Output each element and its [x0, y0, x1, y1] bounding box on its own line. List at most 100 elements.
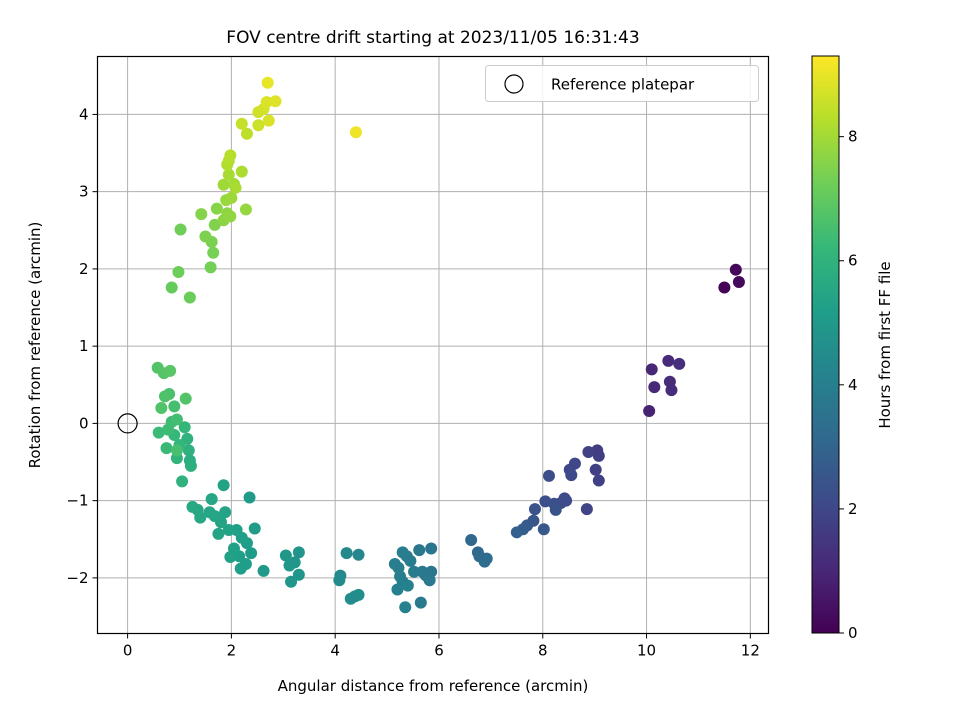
data-point	[510, 526, 523, 539]
data-point	[164, 364, 177, 377]
data-point	[170, 444, 183, 457]
data-point	[537, 523, 550, 536]
data-point	[203, 506, 216, 519]
data-point	[425, 542, 438, 555]
x-axis-label: Angular distance from reference (arcmin)	[278, 677, 589, 695]
data-point	[732, 276, 745, 289]
data-point	[399, 601, 412, 614]
data-point	[217, 479, 230, 492]
data-point	[252, 119, 265, 132]
y-axis-ticks: −2 −1 0 1 2 3 4	[66, 105, 98, 587]
legend-entry-reference: Reference platepar	[551, 76, 695, 94]
x-tick-label: 6	[434, 642, 444, 660]
colorbar-tick-label: 8	[848, 128, 858, 146]
data-point	[478, 555, 491, 568]
data-point	[229, 181, 242, 194]
data-point	[648, 381, 661, 394]
data-point	[182, 444, 195, 457]
colorbar-tick-label: 4	[848, 376, 858, 394]
data-point	[718, 281, 731, 294]
y-axis-label: Rotation from reference (arcmin)	[26, 222, 44, 469]
data-point	[673, 357, 686, 370]
data-point	[186, 500, 199, 513]
data-point	[195, 208, 208, 221]
data-point	[222, 168, 235, 181]
data-point	[257, 564, 270, 577]
data-points	[151, 76, 745, 614]
data-point	[580, 503, 593, 516]
y-tick-label: −1	[66, 492, 88, 510]
data-point	[235, 117, 248, 130]
data-point	[352, 548, 365, 561]
data-point	[279, 549, 292, 562]
data-point	[283, 559, 296, 572]
data-point	[160, 442, 173, 455]
data-point	[205, 493, 218, 506]
data-point	[665, 384, 678, 397]
data-point	[239, 203, 252, 216]
data-point	[224, 149, 237, 162]
data-point	[260, 96, 273, 109]
legend-reference-marker	[504, 74, 524, 94]
y-tick-label: 4	[79, 105, 89, 123]
data-point	[234, 562, 247, 575]
colorbar-tick-label: 0	[848, 624, 858, 642]
data-point	[391, 583, 404, 596]
data-point	[212, 527, 225, 540]
colorbar-tick-label: 6	[848, 252, 858, 270]
data-point	[208, 218, 221, 231]
x-tick-label: 2	[227, 642, 237, 660]
data-point	[219, 506, 232, 519]
data-point	[176, 475, 189, 488]
data-point	[465, 534, 478, 547]
data-point	[224, 551, 237, 564]
data-point	[352, 588, 365, 601]
colorbar	[811, 55, 840, 634]
data-point	[168, 400, 181, 413]
data-point	[292, 568, 305, 581]
data-point	[549, 503, 562, 516]
data-point	[235, 165, 248, 178]
data-point	[592, 449, 605, 462]
data-point	[269, 95, 282, 108]
data-point	[183, 291, 196, 304]
reference-marker-layer	[117, 413, 138, 434]
data-point	[243, 491, 256, 504]
data-point	[207, 246, 220, 259]
data-point	[155, 401, 168, 414]
data-point	[416, 565, 429, 578]
data-point	[349, 126, 362, 139]
data-point	[414, 596, 427, 609]
data-point	[582, 445, 595, 458]
data-point	[248, 522, 261, 535]
reference-platepar-marker	[117, 413, 138, 434]
data-point	[542, 469, 555, 482]
y-tick-label: 0	[79, 414, 89, 432]
y-tick-label: 1	[79, 337, 89, 355]
data-point	[643, 405, 656, 418]
data-point	[423, 574, 436, 587]
data-point	[172, 266, 185, 279]
y-tick-label: 3	[79, 183, 89, 201]
data-point	[158, 390, 171, 403]
data-point	[199, 230, 212, 243]
data-point	[413, 544, 426, 557]
data-point	[165, 281, 178, 294]
data-point	[589, 463, 602, 476]
data-point	[645, 363, 658, 376]
data-point	[245, 547, 258, 560]
data-point	[396, 546, 409, 559]
data-point	[662, 354, 675, 367]
legend: Reference platepar	[485, 65, 759, 102]
x-tick-label: 4	[330, 642, 340, 660]
colorbar-ticks: 0 2 4 6 8	[839, 128, 858, 642]
data-point	[224, 210, 237, 223]
data-point	[217, 178, 230, 191]
x-tick-label: 8	[538, 642, 548, 660]
data-point	[222, 523, 235, 536]
data-point	[184, 459, 197, 472]
colorbar-label: Hours from first FF file	[876, 261, 894, 428]
data-point	[729, 263, 742, 276]
data-point	[340, 547, 353, 560]
